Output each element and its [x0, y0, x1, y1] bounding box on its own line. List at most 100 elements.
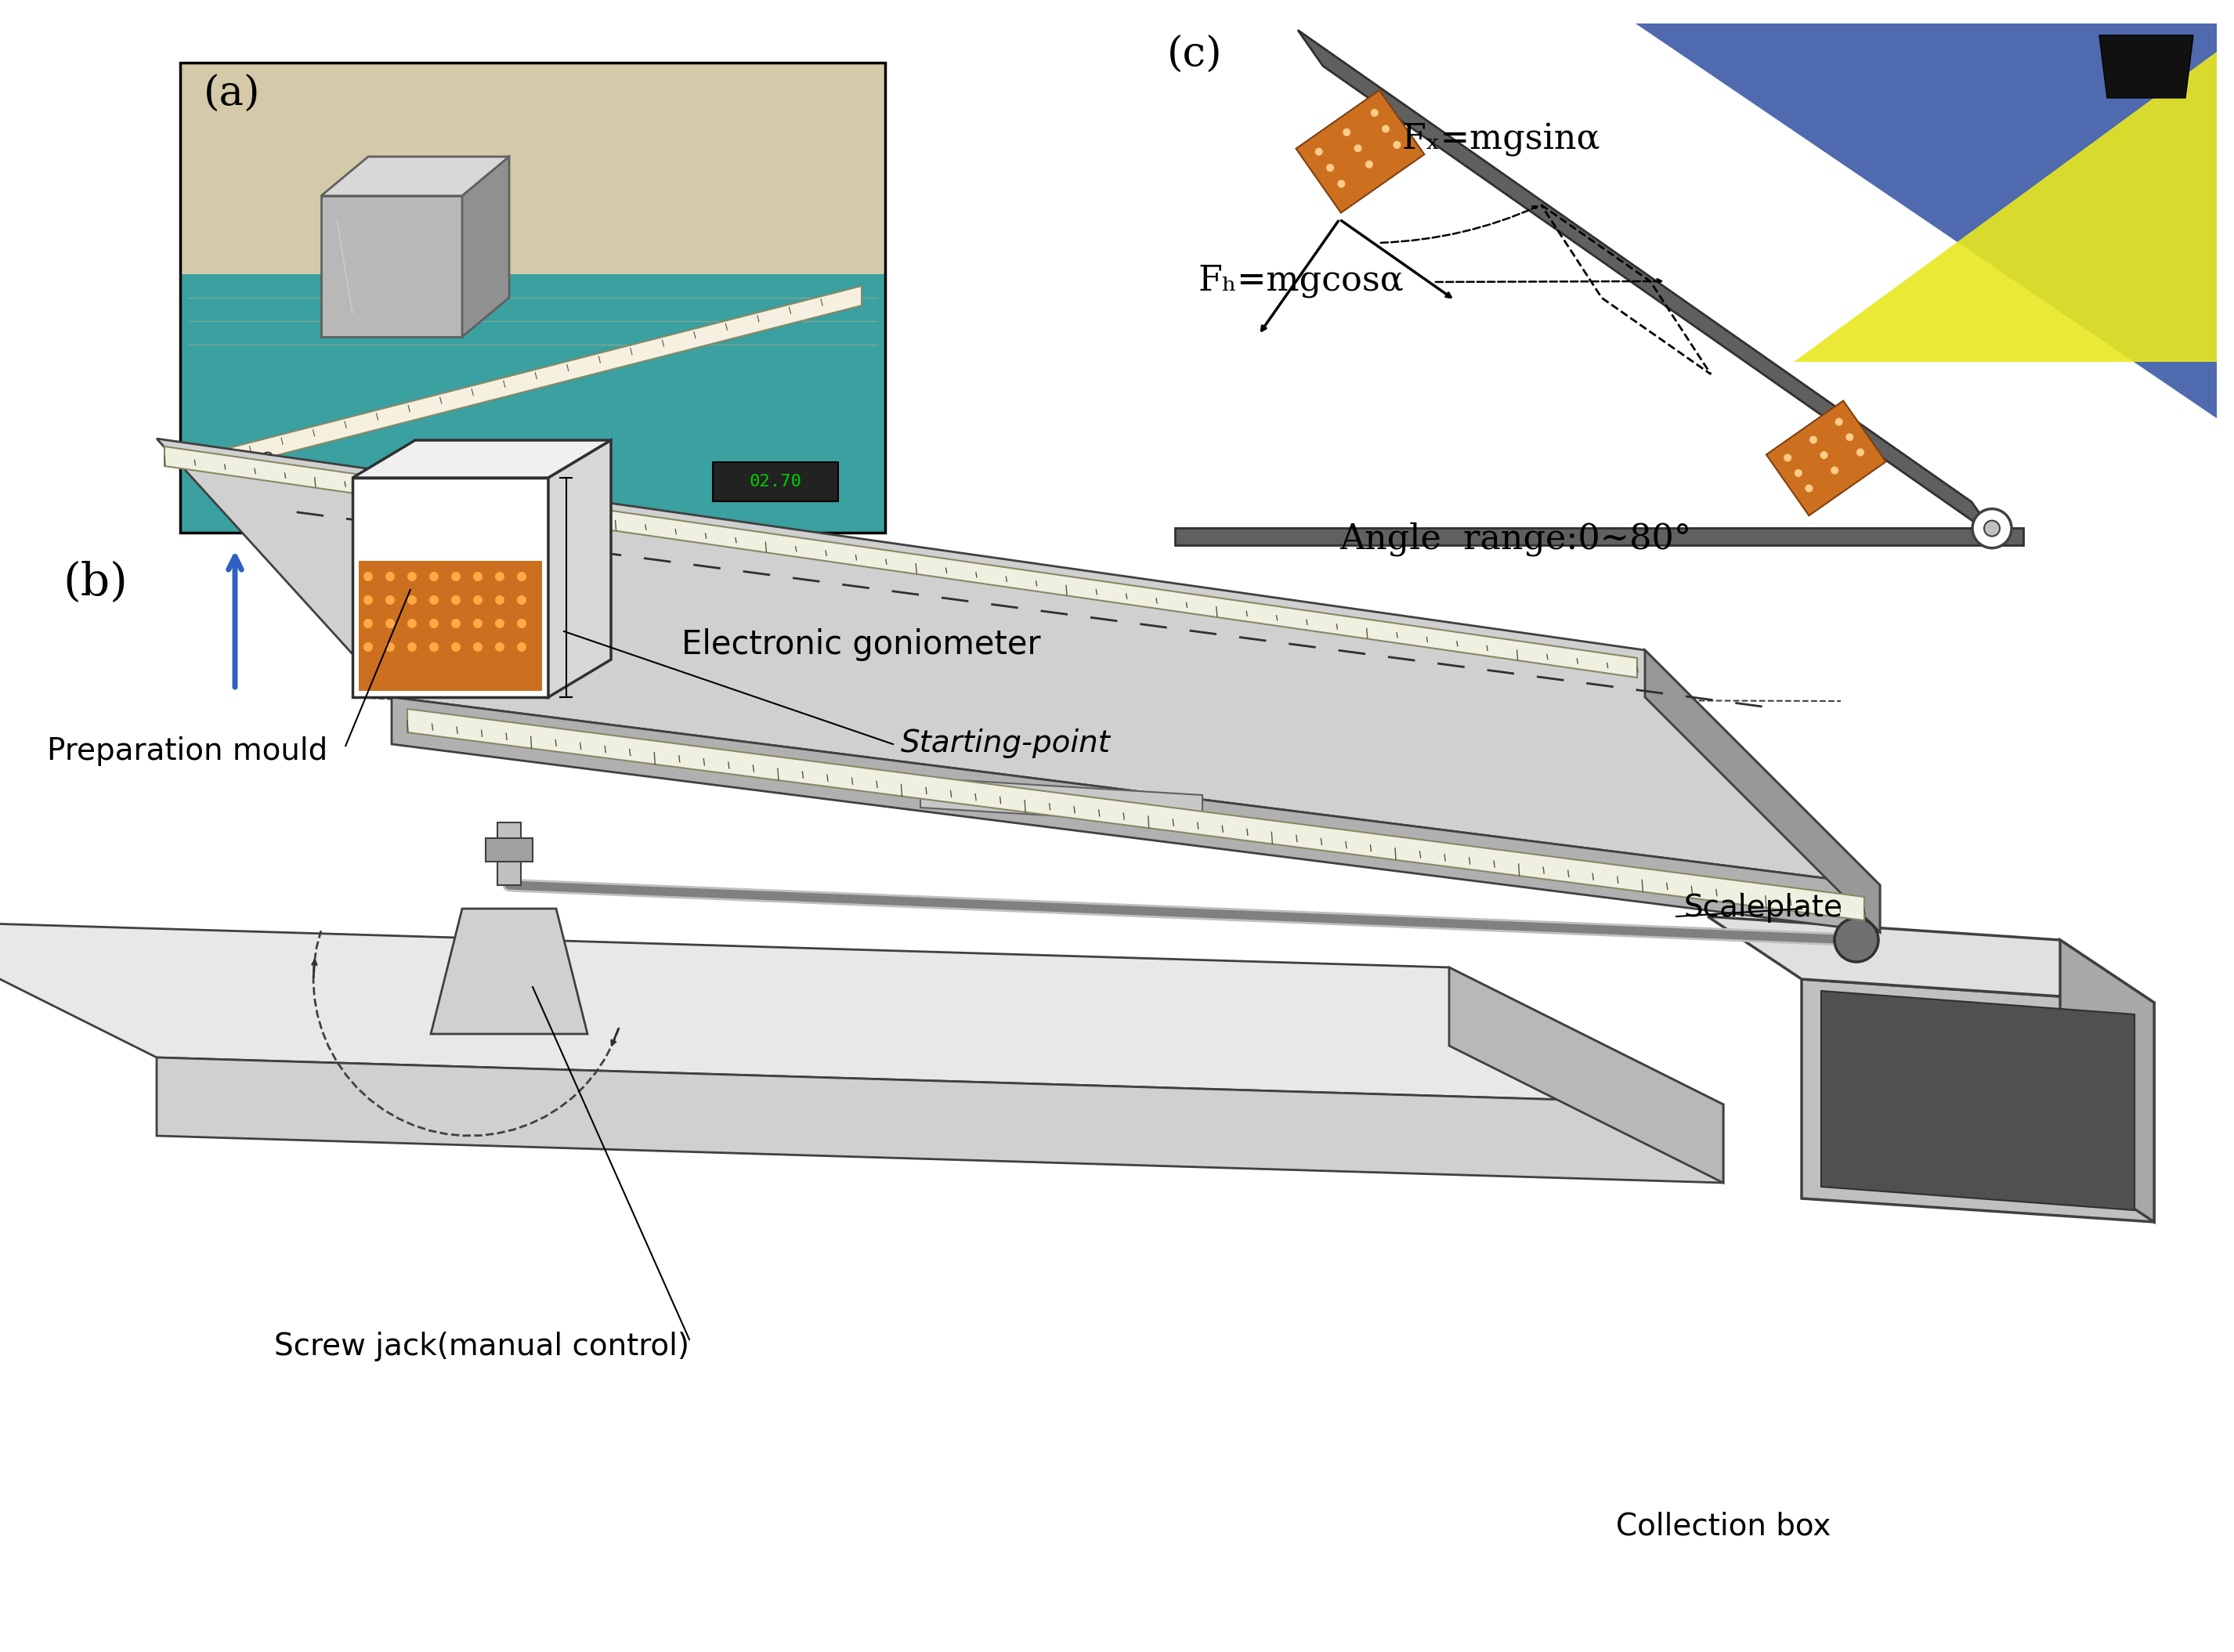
Text: Electronic goniometer: Electronic goniometer — [681, 628, 1041, 661]
Circle shape — [1783, 454, 1792, 463]
Polygon shape — [2060, 940, 2154, 1222]
Circle shape — [516, 643, 527, 651]
Circle shape — [407, 620, 418, 628]
Text: Fₓ=mgsinα: Fₓ=mgsinα — [1403, 122, 1602, 157]
Polygon shape — [462, 157, 509, 337]
Polygon shape — [156, 1057, 1722, 1183]
Circle shape — [1794, 469, 1803, 477]
Text: 0cm: 0cm — [250, 448, 308, 491]
Polygon shape — [1450, 968, 1722, 1183]
Circle shape — [1830, 466, 1839, 474]
Bar — [498, 823, 521, 885]
Polygon shape — [165, 446, 1638, 677]
Circle shape — [1383, 126, 1390, 132]
Circle shape — [451, 572, 460, 582]
Circle shape — [407, 572, 418, 582]
Circle shape — [474, 595, 483, 605]
Circle shape — [516, 595, 527, 605]
Polygon shape — [353, 439, 610, 477]
Circle shape — [451, 643, 460, 651]
Polygon shape — [1794, 51, 2216, 362]
Text: 02.70: 02.70 — [748, 474, 802, 489]
Circle shape — [474, 572, 483, 582]
Circle shape — [407, 643, 418, 651]
Circle shape — [496, 572, 505, 582]
Circle shape — [1856, 448, 1863, 456]
Circle shape — [516, 620, 527, 628]
Polygon shape — [181, 274, 885, 532]
Bar — [1159, 23, 2216, 588]
Text: Preparation mould: Preparation mould — [47, 737, 328, 767]
Circle shape — [407, 595, 418, 605]
Polygon shape — [1767, 401, 1885, 515]
Polygon shape — [391, 697, 1881, 932]
Text: Angle  range:0~80°: Angle range:0~80° — [1340, 522, 1691, 555]
Polygon shape — [1801, 980, 2154, 1222]
Text: Collection box: Collection box — [1615, 1512, 1830, 1541]
Circle shape — [516, 572, 527, 582]
Polygon shape — [1644, 651, 1881, 932]
Text: (a): (a) — [203, 74, 261, 114]
Polygon shape — [1296, 91, 1425, 213]
Text: Fₕ=mgcosα: Fₕ=mgcosα — [1197, 263, 1405, 297]
Circle shape — [386, 620, 395, 628]
Circle shape — [496, 595, 505, 605]
Polygon shape — [920, 778, 1202, 824]
Circle shape — [364, 572, 373, 582]
Text: Starting-point: Starting-point — [900, 729, 1110, 758]
Circle shape — [1984, 520, 1999, 537]
Circle shape — [364, 595, 373, 605]
Polygon shape — [181, 63, 885, 532]
Circle shape — [429, 572, 438, 582]
Circle shape — [474, 643, 483, 651]
Text: 10cm: 10cm — [407, 456, 505, 515]
Circle shape — [1372, 109, 1378, 117]
Circle shape — [429, 620, 438, 628]
Circle shape — [496, 620, 505, 628]
Circle shape — [1821, 451, 1827, 459]
Polygon shape — [2100, 35, 2194, 97]
Circle shape — [386, 595, 395, 605]
Circle shape — [1810, 436, 1816, 444]
Circle shape — [429, 595, 438, 605]
Circle shape — [1343, 129, 1352, 135]
Circle shape — [386, 572, 395, 582]
Text: Screw jack(manual control): Screw jack(manual control) — [275, 1332, 690, 1361]
Polygon shape — [322, 197, 462, 337]
Polygon shape — [431, 909, 588, 1034]
Circle shape — [1338, 180, 1345, 188]
Polygon shape — [322, 157, 509, 197]
Text: Scaleplate: Scaleplate — [1684, 894, 1843, 923]
Circle shape — [1327, 164, 1334, 172]
Polygon shape — [353, 477, 547, 697]
Polygon shape — [219, 286, 862, 469]
Circle shape — [1316, 147, 1323, 155]
Bar — [485, 838, 532, 862]
Polygon shape — [1635, 23, 2216, 418]
Circle shape — [451, 620, 460, 628]
Polygon shape — [1821, 991, 2133, 1211]
Circle shape — [1365, 160, 1374, 169]
Circle shape — [1394, 140, 1401, 149]
Circle shape — [451, 595, 460, 605]
Circle shape — [1354, 144, 1363, 152]
Circle shape — [1805, 484, 1814, 492]
Circle shape — [1834, 418, 1843, 426]
Circle shape — [364, 620, 373, 628]
Polygon shape — [1298, 30, 1997, 539]
Circle shape — [386, 643, 395, 651]
Circle shape — [1845, 433, 1854, 441]
Polygon shape — [360, 562, 543, 691]
Circle shape — [1834, 919, 1879, 961]
Circle shape — [496, 643, 505, 651]
Circle shape — [429, 643, 438, 651]
Polygon shape — [0, 920, 1722, 1105]
Text: (c): (c) — [1166, 35, 1222, 76]
Text: (b): (b) — [63, 560, 127, 605]
Polygon shape — [713, 463, 838, 501]
Polygon shape — [547, 439, 610, 697]
Circle shape — [364, 643, 373, 651]
Polygon shape — [156, 439, 1881, 885]
Circle shape — [474, 620, 483, 628]
Circle shape — [1973, 509, 2011, 548]
